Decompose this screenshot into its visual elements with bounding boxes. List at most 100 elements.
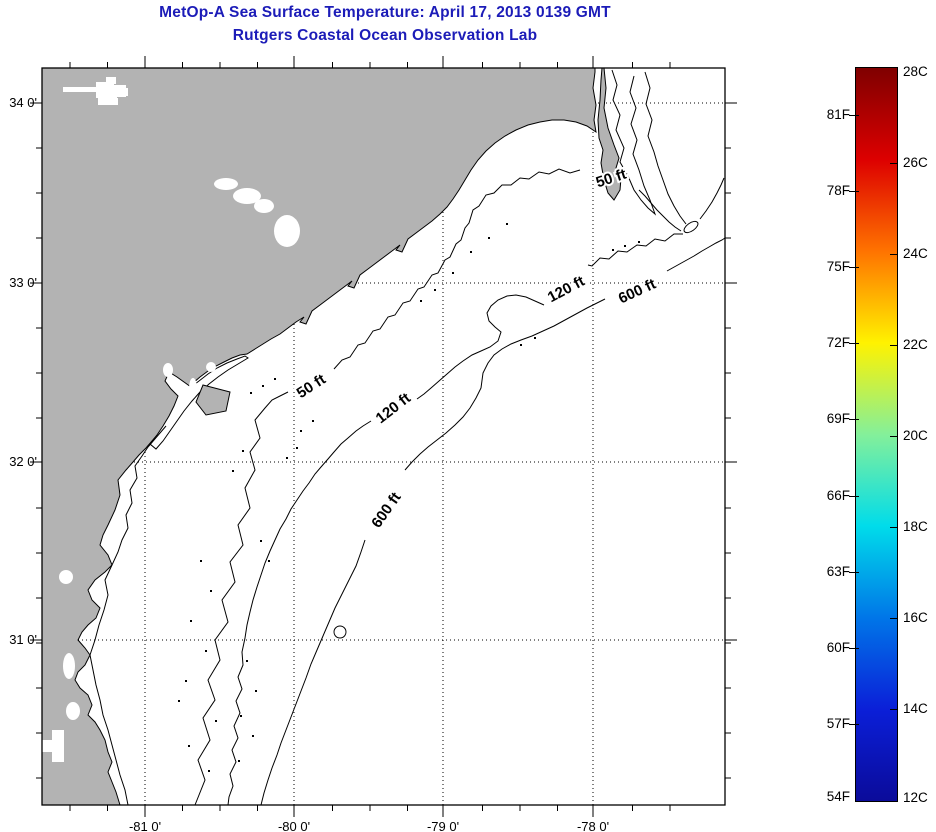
cloud-gap-patches — [42, 77, 300, 762]
marsh-speck — [255, 690, 257, 692]
marsh-speck — [286, 457, 288, 459]
colorbar-label-celsius: 22C — [903, 337, 928, 352]
estuary-island — [195, 384, 231, 416]
colorbar-label-fahrenheit: 81F — [826, 107, 850, 122]
marsh-speck — [520, 344, 522, 346]
colorbar-tick-right — [890, 436, 897, 437]
land-cape-east-bank — [597, 67, 622, 201]
colorbar-label-fahrenheit: 54F — [826, 789, 850, 804]
marsh-speck — [624, 245, 626, 247]
colorbar-tick-right — [890, 709, 897, 710]
cape-marsh-east — [644, 71, 687, 225]
marsh-speck — [205, 650, 207, 652]
shoal-islet — [683, 220, 699, 234]
marsh-speck — [420, 300, 422, 302]
colorbar-tick-right — [890, 254, 897, 255]
colorbar-label-fahrenheit: 66F — [826, 488, 850, 503]
marsh-specks — [178, 223, 640, 772]
colorbar-tick-left — [849, 572, 859, 573]
land-mainland — [41, 67, 597, 806]
colorbar-label-celsius: 12C — [903, 790, 928, 805]
colorbar-label-fahrenheit: 78F — [826, 183, 850, 198]
colorbar-label-celsius: 28C — [903, 64, 928, 79]
land-mass — [41, 67, 622, 806]
marsh-speck — [470, 251, 472, 253]
marsh-speck — [488, 237, 490, 239]
colorbar-tick-left — [849, 419, 859, 420]
marsh-speck — [232, 470, 234, 472]
depth-contours — [194, 168, 726, 806]
temperature-colorbar — [855, 67, 898, 802]
marsh-speck — [300, 430, 302, 432]
map-frame — [41, 67, 726, 806]
colorbar-label-fahrenheit: 57F — [826, 716, 850, 731]
colorbar-tick-left — [849, 724, 859, 725]
colorbar-label-celsius: 16C — [903, 610, 928, 625]
x-axis-label: -81 0' — [129, 819, 161, 832]
colorbar-tick-right — [890, 527, 897, 528]
marsh-speck — [208, 770, 210, 772]
colorbar-tick-left — [849, 191, 859, 192]
colorbar-label-celsius: 18C — [903, 519, 928, 534]
marsh-speck — [534, 337, 536, 339]
colorbar-label-fahrenheit: 63F — [826, 564, 850, 579]
marsh-speck — [274, 378, 276, 380]
marsh-speck — [185, 680, 187, 682]
marsh-speck — [215, 720, 217, 722]
marsh-speck — [296, 447, 298, 449]
marsh-speck — [190, 620, 192, 622]
y-axis-label: 31 0' — [9, 632, 37, 647]
marsh-speck — [242, 450, 244, 452]
marsh-speck — [188, 745, 190, 747]
y-axis-label: 32 0' — [9, 454, 37, 469]
marsh-speck — [178, 700, 180, 702]
colorbar-tick-right — [890, 345, 897, 346]
colorbar-tick-right — [890, 618, 897, 619]
marsh-speck — [240, 715, 242, 717]
colorbar-label-celsius: 20C — [903, 428, 928, 443]
colorbar-tick-left — [849, 267, 859, 268]
marsh-speck — [238, 760, 240, 762]
title-line2: Rutgers Coastal Ocean Observation Lab — [232, 27, 538, 44]
marsh-speck — [262, 385, 264, 387]
marsh-speck — [200, 560, 202, 562]
marsh-fringe-lines — [89, 69, 687, 806]
closed-contour-ring — [333, 625, 347, 639]
map-axes: -81 0' -80 0' -79 0' -78 0' 34 0' 33 0' 32 0' 3… — [9, 56, 737, 832]
x-axis-label: -79 0' — [427, 819, 459, 832]
marsh-speck — [210, 590, 212, 592]
depth-contour-50ft — [194, 168, 725, 806]
colorbar-tick-left — [849, 496, 859, 497]
colorbar-label-celsius: 24C — [903, 246, 928, 261]
marsh-speck — [312, 420, 314, 422]
marsh-speck — [434, 289, 436, 291]
marsh-speck — [250, 392, 252, 394]
marsh-speck — [638, 241, 640, 243]
colorbar-label-fahrenheit: 69F — [826, 411, 850, 426]
fringe-georgia — [89, 425, 167, 806]
depth-contour-120ft — [227, 233, 683, 806]
x-axis-label: -80 0' — [278, 819, 310, 832]
colorbar-tick-left — [849, 343, 859, 344]
marsh-speck — [246, 660, 248, 662]
marsh-speck — [506, 223, 508, 225]
colorbar-tick-left — [849, 115, 859, 116]
cape-marsh-west — [611, 69, 657, 216]
colorbar-label-fahrenheit: 60F — [826, 640, 850, 655]
colorbar-label-fahrenheit: 72F — [826, 335, 850, 350]
colorbar-label-celsius: 26C — [903, 155, 928, 170]
marsh-speck — [252, 735, 254, 737]
x-axis-label: -78 0' — [577, 819, 609, 832]
marsh-speck — [268, 560, 270, 562]
depth-contour-600ft — [260, 237, 726, 806]
colorbar-tick-right — [890, 163, 897, 164]
colorbar-tick-left — [849, 648, 859, 649]
marsh-speck — [260, 540, 262, 542]
marsh-speck — [452, 272, 454, 274]
title-line1: MetOp-A Sea Surface Temperature: April 1… — [159, 4, 611, 21]
y-axis-label: 34 0' — [9, 95, 37, 110]
colorbar-label-celsius: 14C — [903, 701, 928, 716]
colorbar-label-fahrenheit: 75F — [826, 259, 850, 274]
